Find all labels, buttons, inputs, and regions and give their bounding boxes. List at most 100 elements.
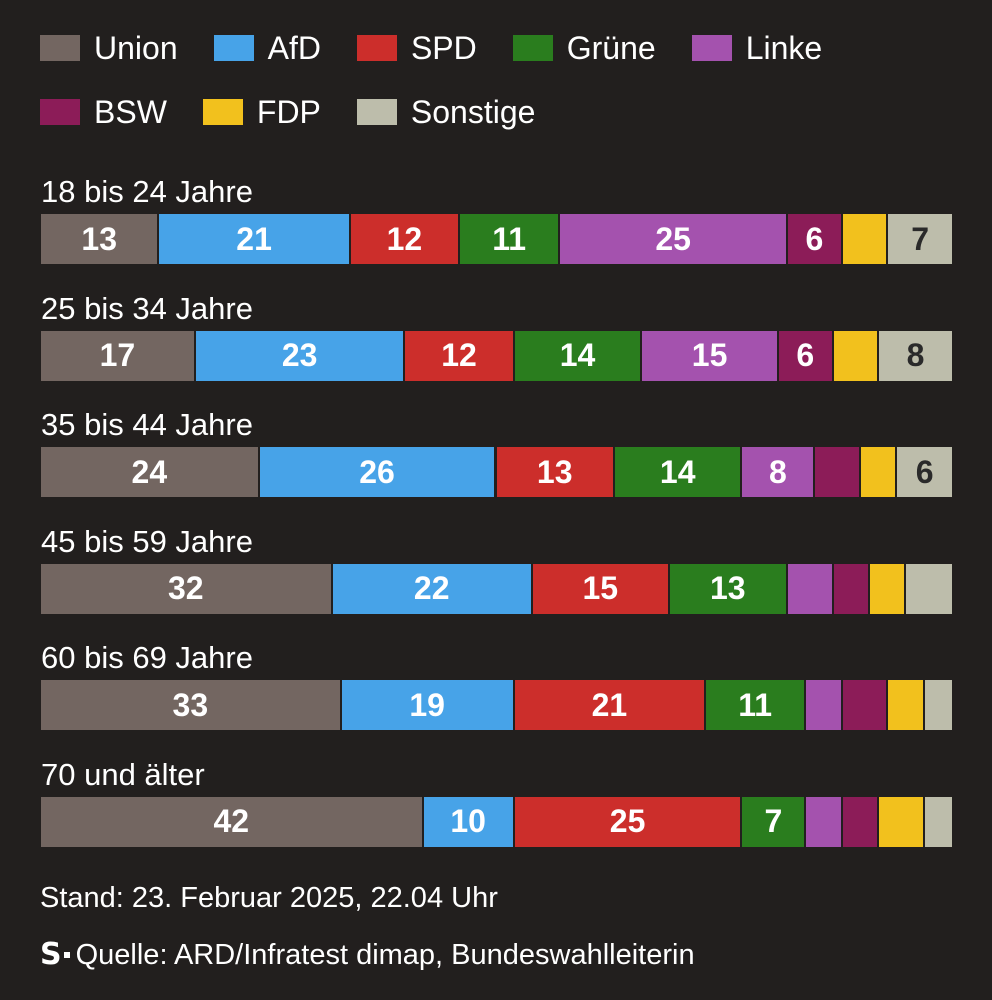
bar-value-label: 8	[906, 337, 925, 373]
legend-swatch	[691, 35, 732, 61]
age-group-row: 18 bis 24 Jahre 13 21 12 11 25 6 7	[41, 172, 952, 289]
legend-swatch	[213, 35, 254, 61]
legend-label: Grüne	[566, 30, 656, 66]
bar-segment: 22	[332, 563, 533, 614]
spiegel-logo-icon: S	[40, 940, 70, 970]
legend-label: BSW	[94, 94, 167, 130]
bar-segment: 25	[560, 214, 789, 264]
bar-segment: 33	[41, 680, 342, 730]
legend-item: Grüne	[512, 28, 656, 68]
footer-stand: Stand: 23. Februar 2025, 22.04 Uhr	[40, 882, 498, 914]
logo-dot	[63, 952, 70, 958]
bar-segment: 6	[778, 330, 834, 381]
age-group-label: 18 bis 24 Jahre	[41, 174, 253, 209]
legend: Union AfD SPD Grüne Linke BSW FDP Sonstige	[40, 28, 960, 132]
age-group-row: 70 und älter 42 10 25 7	[41, 755, 952, 872]
legend-swatch	[202, 99, 243, 125]
bar-segment: 42	[41, 796, 424, 847]
legend-label: SPD	[410, 30, 477, 66]
bar-value-label: 15	[691, 337, 728, 373]
age-group-label: 70 und älter	[41, 756, 205, 792]
legend-swatch	[40, 35, 80, 61]
legend-swatch	[512, 35, 553, 61]
bar-segment	[842, 214, 889, 264]
bar-value-label: 26	[359, 453, 395, 490]
bar-segment: 32	[41, 563, 333, 614]
bar-value-label: 7	[764, 803, 783, 839]
bar-segment: 14	[514, 330, 643, 381]
bar-segment	[870, 563, 907, 614]
age-group-label: 25 bis 34 Jahre	[41, 290, 253, 326]
legend-swatch	[40, 99, 80, 125]
bar-value-label: 25	[609, 803, 646, 839]
bar-value-label: 8	[769, 453, 787, 490]
bar-segment: 26	[259, 447, 497, 497]
age-group-row: 45 bis 59 Jahre 32 22 15 13	[41, 522, 952, 639]
bar-value-label: 19	[409, 686, 445, 723]
bar-segment: 7	[742, 796, 807, 847]
source-text: Quelle: ARD/Infratest dimap, Bundeswahll…	[75, 939, 695, 971]
bar-segment	[842, 796, 880, 847]
bar-value-label: 13	[81, 220, 117, 257]
bar-segment: 14	[614, 447, 743, 497]
bar-segment: 11	[460, 214, 561, 264]
bar-value-label: 13	[709, 570, 746, 606]
stacked-bar: 13 21 12 11 25 6 7	[41, 214, 952, 264]
bar-value-label: 7	[911, 220, 929, 257]
bar-value-label: 11	[492, 220, 527, 257]
bar-segment: 12	[350, 214, 461, 264]
bar-value-label: 6	[805, 220, 824, 257]
bar-segment	[788, 563, 834, 614]
legend-label: Linke	[745, 30, 823, 66]
bar-value-label: 22	[413, 570, 450, 606]
bar-value-label: 17	[99, 337, 136, 373]
age-group-label: 45 bis 59 Jahre	[41, 523, 253, 559]
bar-segment: 13	[41, 214, 160, 264]
bar-segment: 21	[159, 214, 351, 264]
legend-swatch	[356, 99, 397, 125]
bar-segment: 21	[514, 680, 707, 730]
legend-label: Union	[94, 30, 178, 66]
bar-segment	[815, 447, 861, 497]
legend-swatch	[356, 35, 397, 61]
bar-segment	[833, 563, 870, 614]
bar-segment	[906, 563, 952, 614]
bar-segment: 6	[897, 447, 952, 497]
bar-value-label: 42	[213, 803, 250, 839]
age-group-label: 60 bis 69 Jahre	[41, 640, 253, 675]
bar-value-label: 6	[915, 453, 934, 490]
chart-rows: 18 bis 24 Jahre 13 21 12 11 25 6 7 25 bis 34 Jah…	[41, 172, 952, 871]
bar-segment	[879, 796, 925, 847]
legend-item: AfD	[213, 28, 321, 68]
bar-value-label: 12	[386, 220, 423, 257]
bar-value-label: 12	[441, 337, 477, 373]
footer-source: S Quelle: ARD/Infratest dimap, Bundeswah…	[40, 937, 695, 973]
bar-segment	[842, 680, 889, 730]
stacked-bar: 24 26 13 14 8 6	[41, 447, 952, 497]
legend-item: Union	[40, 28, 178, 68]
stacked-bar: 33 19 21 11	[41, 680, 952, 730]
bar-segment: 11	[706, 680, 807, 730]
bar-value-label: 11	[738, 686, 773, 723]
stacked-bar: 42 10 25 7	[41, 796, 952, 847]
bar-value-label: 14	[559, 337, 596, 373]
legend-item: Sonstige	[356, 92, 535, 132]
bar-value-label: 23	[281, 337, 318, 373]
bar-segment: 13	[496, 447, 615, 497]
bar-segment: 6	[788, 214, 843, 264]
bar-segment: 10	[423, 796, 515, 847]
bar-segment: 15	[642, 330, 779, 381]
legend-item: Linke	[691, 28, 823, 68]
bar-value-label: 25	[655, 220, 691, 257]
bar-value-label: 32	[167, 570, 204, 606]
bar-value-label: 33	[172, 686, 209, 723]
bar-segment: 19	[341, 680, 515, 730]
bar-segment	[888, 680, 925, 730]
legend-label: AfD	[267, 30, 321, 66]
logo-letter: S	[40, 937, 62, 972]
bar-segment: 8	[742, 447, 816, 497]
bar-value-label: 14	[659, 453, 696, 490]
bar-segment	[924, 680, 952, 730]
age-group-row: 35 bis 44 Jahre 24 26 13 14 8 6	[41, 405, 952, 522]
bar-segment: 25	[514, 796, 743, 847]
